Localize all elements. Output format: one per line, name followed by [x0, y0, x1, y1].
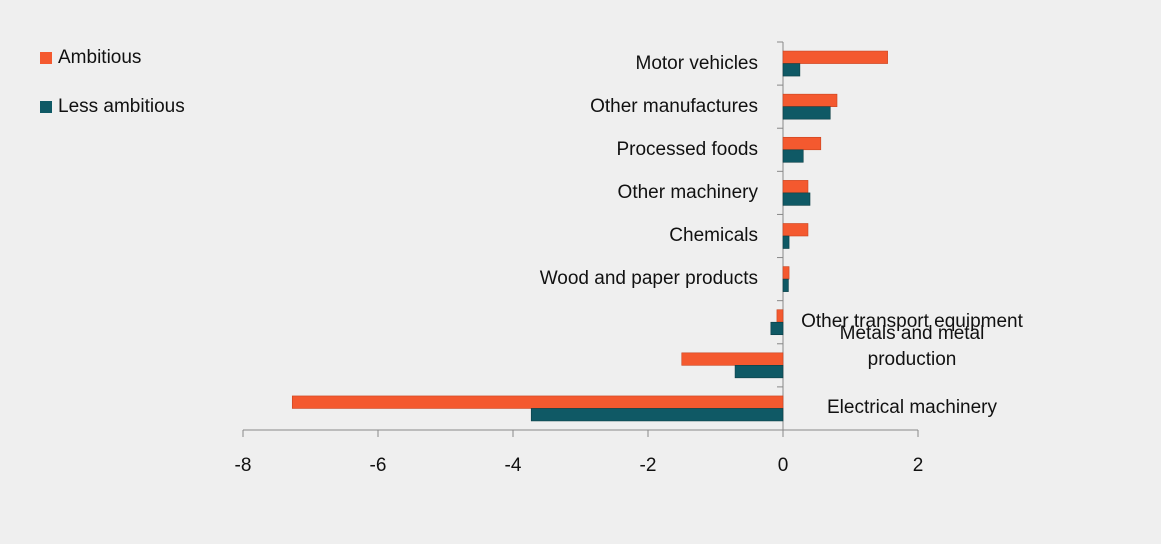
- x-tick-label: -6: [370, 455, 387, 476]
- legend-swatch: [40, 101, 52, 113]
- bar: [291, 395, 784, 409]
- legend-swatch: [40, 52, 52, 64]
- bar: [530, 408, 784, 422]
- bar: [734, 365, 784, 379]
- legend-label: Ambitious: [58, 47, 141, 68]
- bar: [782, 106, 831, 120]
- bar: [782, 136, 822, 151]
- x-tick-label: 2: [913, 455, 924, 476]
- category-label: Electrical machinery: [827, 397, 997, 419]
- bar: [782, 235, 790, 249]
- category-label: Processed foods: [616, 138, 758, 160]
- bar: [782, 149, 804, 163]
- bar: [770, 321, 784, 336]
- x-tick-label: -4: [505, 455, 522, 476]
- bar: [681, 352, 784, 366]
- bar: [782, 63, 801, 77]
- bar: [782, 180, 809, 194]
- bar: [782, 223, 809, 237]
- bar: [782, 278, 789, 292]
- bar: [776, 309, 784, 323]
- bar: [782, 93, 838, 107]
- x-tick-label: 0: [778, 455, 789, 476]
- category-label: Other manufactures: [590, 95, 758, 117]
- category-label: Metals and metal production: [839, 323, 985, 371]
- x-tick-label: -8: [235, 455, 252, 476]
- category-label: Other machinery: [617, 181, 758, 203]
- category-label: Chemicals: [669, 225, 758, 246]
- legend-label: Less ambitious: [58, 96, 185, 117]
- x-tick-label: -2: [640, 455, 657, 476]
- bar: [782, 192, 811, 206]
- category-label: Wood and paper products: [539, 268, 758, 290]
- bar: [782, 50, 888, 64]
- bar: [782, 266, 790, 280]
- category-label: Motor vehicles: [635, 52, 759, 74]
- category-label: Other transport equipment: [801, 311, 1023, 333]
